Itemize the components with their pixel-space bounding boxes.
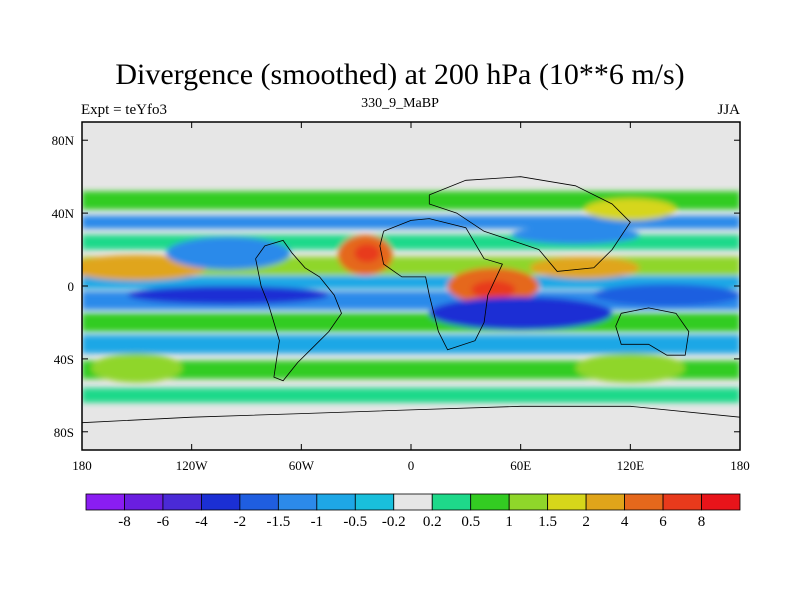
chart-title: Divergence (smoothed) at 200 hPa (10**6 … xyxy=(115,58,685,91)
field-band xyxy=(82,215,740,229)
colorbar-box xyxy=(624,493,664,511)
field-blob-southern-midlat-positive xyxy=(575,353,686,383)
colorbar-box xyxy=(354,493,395,511)
y-tick-label: 40N xyxy=(52,206,75,221)
field-blob-southern-atlantic-positive xyxy=(91,353,183,383)
field-blob-southern-indian-negative xyxy=(429,296,613,330)
field-band xyxy=(82,313,740,332)
colorbar-label: -2 xyxy=(234,514,247,530)
colorbar-box xyxy=(239,493,279,511)
colorbar-box xyxy=(508,493,549,511)
field-band xyxy=(82,275,740,289)
experiment-label: Expt = teYfo3 xyxy=(81,102,167,118)
field-blob-north-midlat-positive-east xyxy=(584,198,677,221)
colorbar-label: -4 xyxy=(195,514,208,530)
y-tick-label: 0 xyxy=(68,279,75,294)
season-label: JJA xyxy=(717,102,740,118)
coastline-1 xyxy=(379,218,503,351)
coastline-layer xyxy=(82,176,740,424)
colorbar-label: -0.2 xyxy=(382,514,406,530)
colorbar-label: 1 xyxy=(505,514,513,530)
field-band xyxy=(82,388,740,403)
colorbar-box xyxy=(277,493,318,511)
colorbar-label: -0.5 xyxy=(343,514,367,530)
colorbar-box xyxy=(701,493,741,511)
colorbar: -8 -6 -4 -2 -1.5 -1 -0.5 -0.2 0.2 0.5 1 1.5 2 4 6 8 xyxy=(85,493,741,530)
x-tick-label: 180 xyxy=(730,458,750,473)
colorbar-label: -6 xyxy=(157,514,170,530)
field-blob-indian-ocean-positive xyxy=(529,256,640,279)
colorbar-box xyxy=(316,493,356,511)
colorbar-box xyxy=(124,493,164,511)
colorbar-label: 0.2 xyxy=(423,514,442,530)
field-blob-north-pacific-negative xyxy=(166,236,291,270)
field-layer xyxy=(82,122,740,450)
colorbar-label: 8 xyxy=(698,514,706,530)
field-bands xyxy=(82,191,740,403)
x-tick-label: 180 xyxy=(72,458,92,473)
field-band xyxy=(82,335,740,354)
field-blob-africa-positive-core xyxy=(471,280,516,299)
colorbar-label: -1 xyxy=(311,514,324,530)
colorbar-box xyxy=(201,493,241,511)
colorbar-box xyxy=(547,493,587,511)
colorbar-box xyxy=(162,493,202,511)
case-label: 330_9_MaBP xyxy=(361,96,439,111)
coastline-0 xyxy=(255,239,342,382)
colorbar-label: 6 xyxy=(659,514,667,530)
field-blob-north-midlat-negative-east xyxy=(511,225,640,245)
colorbar-box xyxy=(431,493,472,511)
colorbar-label: 1.5 xyxy=(538,514,557,530)
y-tick-label: 40S xyxy=(54,352,74,367)
x-tick-label: 60E xyxy=(510,458,531,473)
x-tick-label: 60W xyxy=(289,458,315,473)
x-tick-label: 120W xyxy=(176,458,209,473)
axis-layer: 180 120W 60W 0 60E 120E 180 80N 40N 0 40S 80S xyxy=(52,122,750,473)
field-band xyxy=(82,191,740,210)
y-tick-label: 80S xyxy=(54,425,74,440)
colorbar-box xyxy=(585,493,625,511)
coastline-3 xyxy=(615,307,690,356)
field-blob-equatorial-negative-atlantic xyxy=(127,286,329,305)
colorbar-box xyxy=(662,493,702,511)
colorbar-box xyxy=(470,493,510,511)
colorbar-label: -8 xyxy=(118,514,131,530)
field-blob-south-america-positive-core xyxy=(354,244,380,263)
x-tick-label: 120E xyxy=(617,458,645,473)
y-tick-label: 80N xyxy=(52,133,75,148)
colorbar-label: -1.5 xyxy=(266,514,290,530)
coastline-2 xyxy=(428,176,631,272)
colorbar-label: 0.5 xyxy=(461,514,480,530)
x-tick-label: 0 xyxy=(408,458,415,473)
colorbar-box xyxy=(393,493,433,511)
coastline-4 xyxy=(82,405,740,424)
colorbar-box xyxy=(85,493,125,511)
colorbar-label: 2 xyxy=(582,514,590,530)
field-blob-pacific-equatorial-negative xyxy=(593,284,740,307)
colorbar-label: 4 xyxy=(621,514,629,530)
field-band xyxy=(82,360,740,379)
